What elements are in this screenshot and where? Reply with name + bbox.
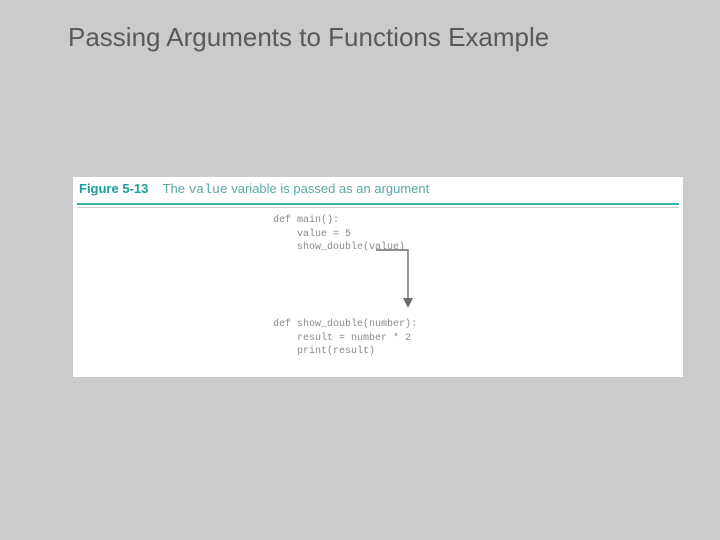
caption-pre: The (163, 181, 189, 196)
page-title: Passing Arguments to Functions Example (58, 0, 720, 53)
caption-spacer (152, 181, 159, 196)
rule-accent (77, 203, 679, 205)
caption-var: value (189, 182, 228, 197)
code-line: def main(): (273, 215, 339, 226)
code-line: print(result) (273, 346, 375, 357)
code-line: result = number * 2 (273, 333, 411, 344)
code-line: def show_double(number): (273, 319, 417, 330)
figure-caption: Figure 5-13 The value variable is passed… (73, 177, 683, 203)
figure-label: Figure 5-13 (79, 181, 148, 196)
slide-content: Passing Arguments to Functions Example F… (58, 0, 720, 540)
figure-panel: Figure 5-13 The value variable is passed… (73, 177, 683, 377)
code-line: value = 5 (273, 229, 351, 240)
code-block-showdouble: def show_double(number): result = number… (273, 318, 417, 359)
caption-post: variable is passed as an argument (228, 181, 430, 196)
code-area: def main(): value = 5 show_double(value)… (73, 208, 683, 368)
arrow-icon (368, 248, 428, 320)
